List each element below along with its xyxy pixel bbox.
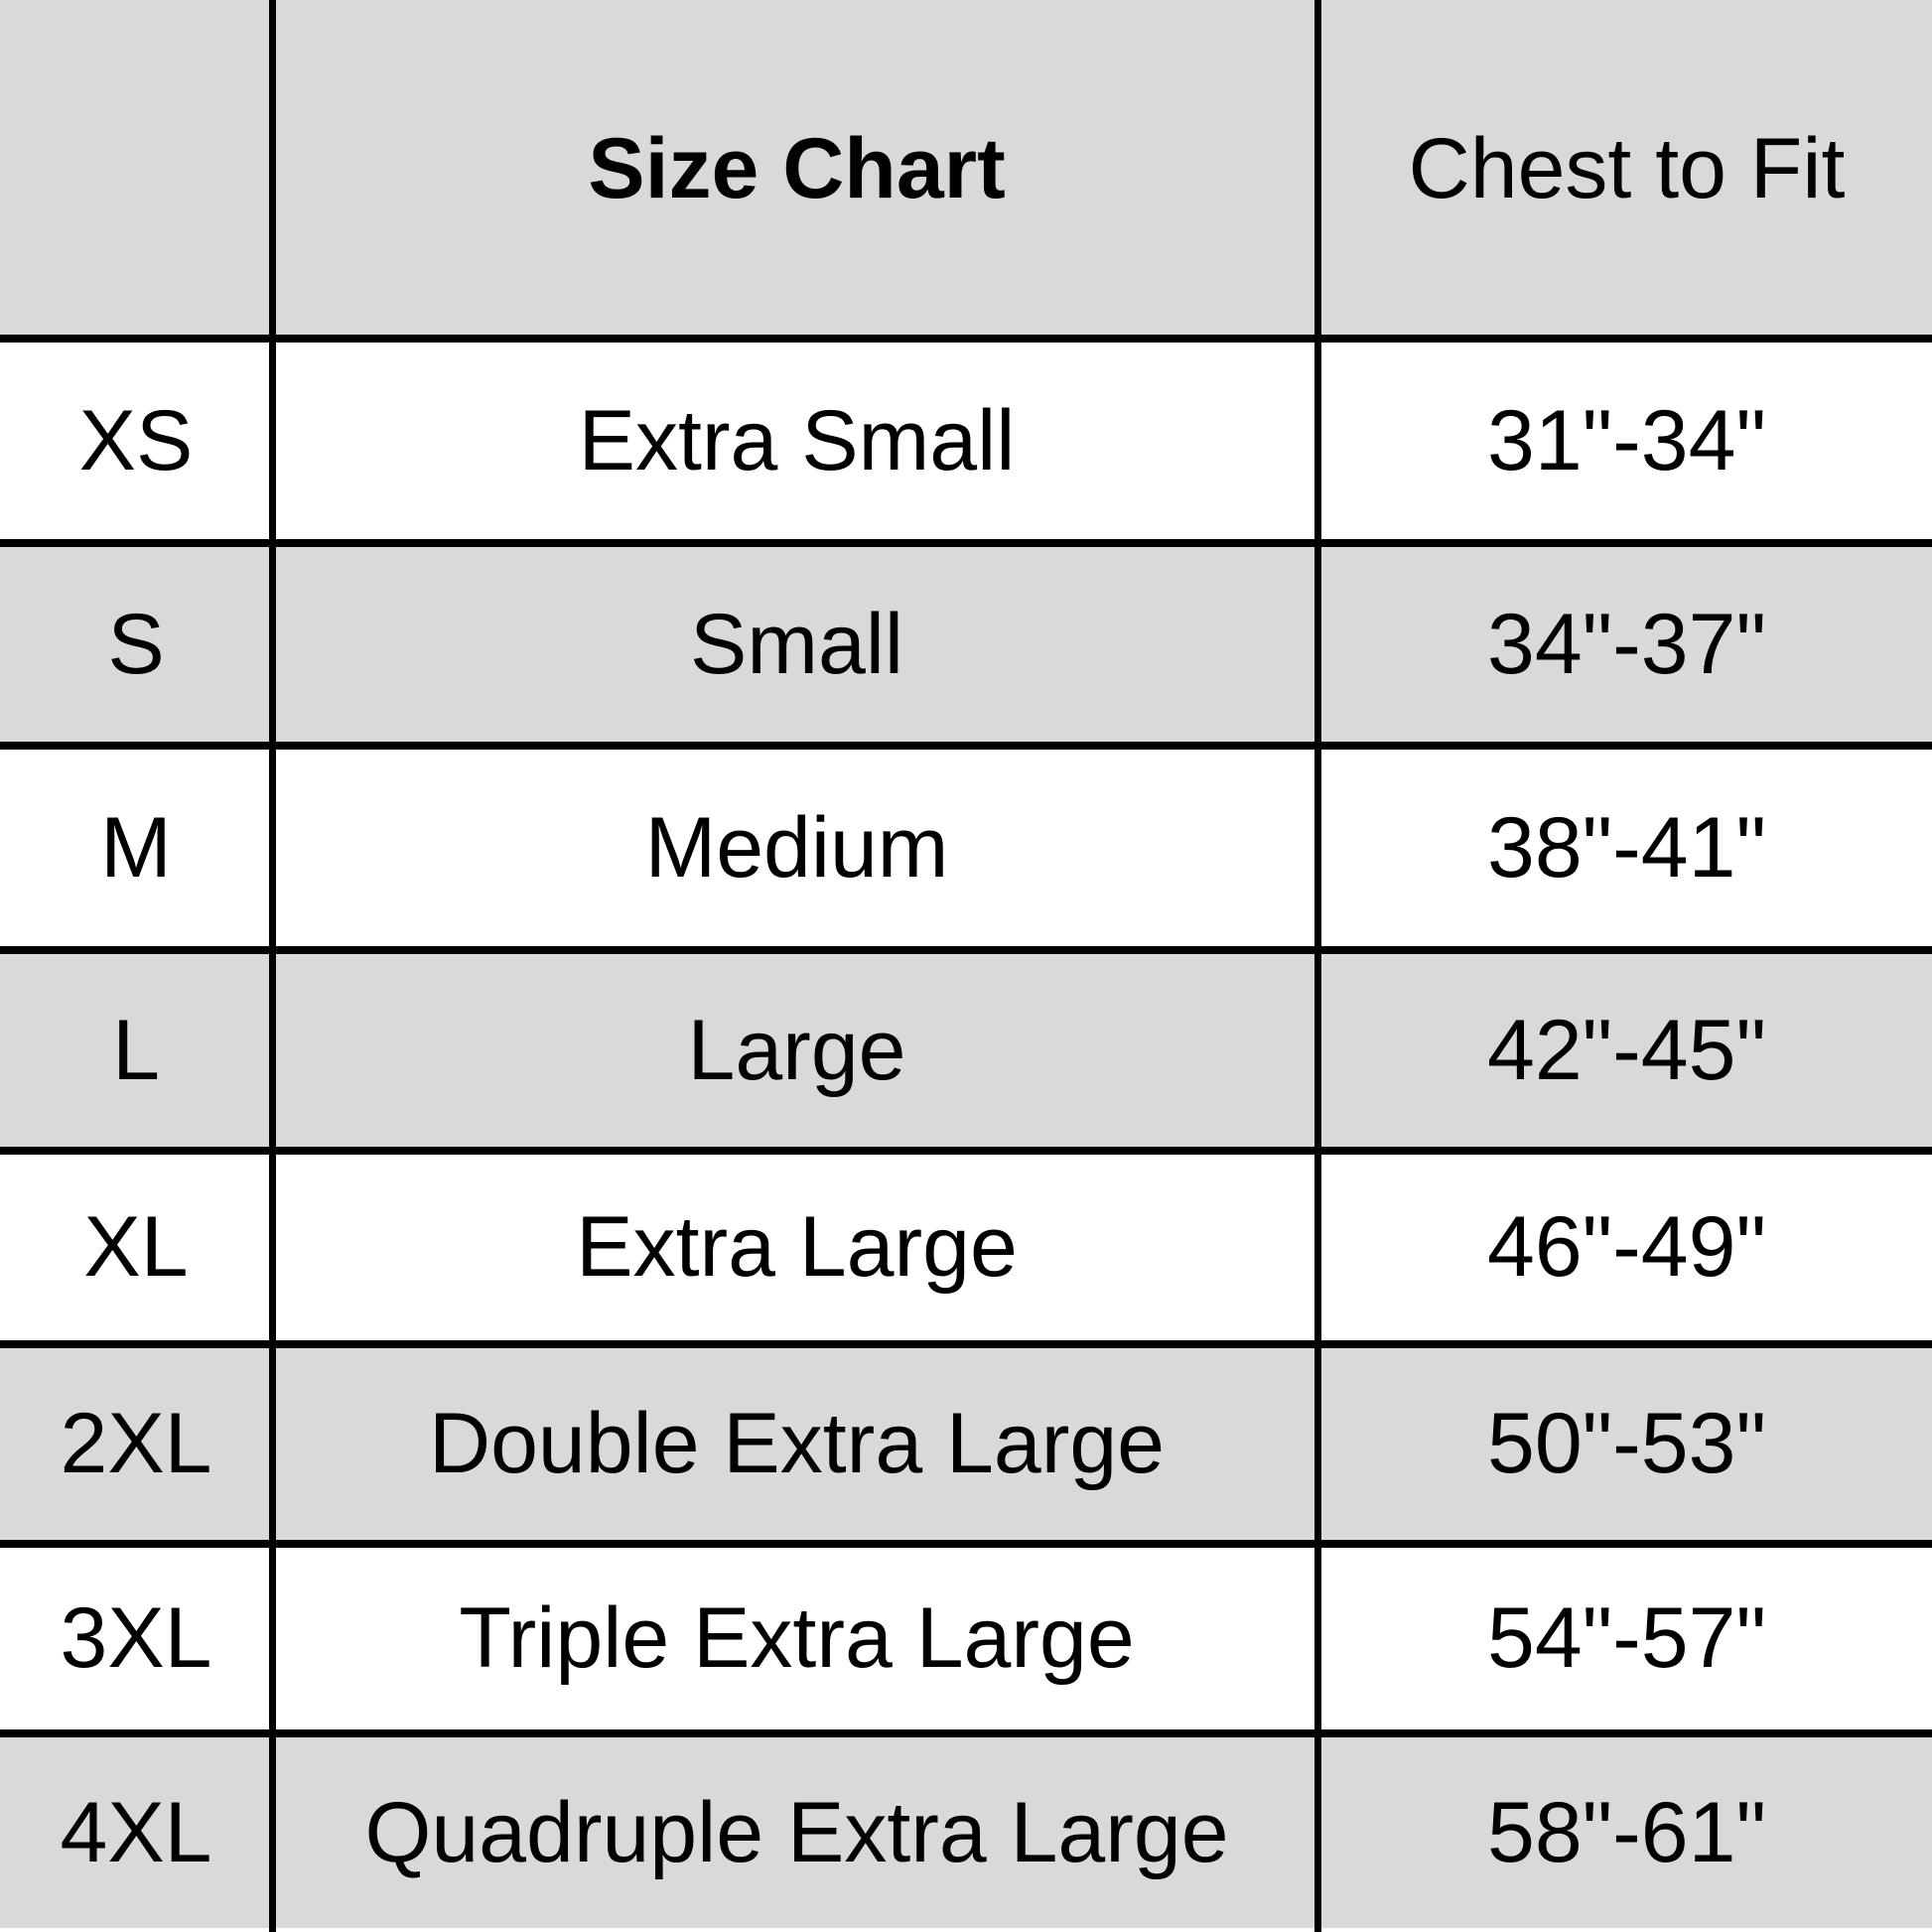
row-divider (0, 1340, 1932, 1348)
row-divider (0, 742, 1932, 750)
column-divider (1314, 0, 1321, 1932)
size-name-cell: Double Extra Large (429, 1396, 1165, 1491)
size-code-cell: L (112, 1002, 160, 1098)
chest-measure-cell: 50"-53" (1486, 1396, 1766, 1491)
row-divider (0, 1729, 1932, 1737)
row-divider (0, 1540, 1932, 1548)
size-name-cell: Medium (644, 799, 949, 896)
table-row: XS Extra Small 31"-34" (0, 343, 1932, 539)
size-name-cell: Extra Small (578, 392, 1016, 488)
header-chest-cell: Chest to Fit (1408, 121, 1846, 216)
chest-measure-cell: 31"-34" (1486, 392, 1766, 488)
size-code-cell: 2XL (60, 1396, 212, 1491)
table-row: 3XL Triple Extra Large 54"-57" (0, 1548, 1932, 1729)
size-name-cell: Extra Large (576, 1199, 1018, 1295)
size-code-cell: M (100, 799, 172, 896)
row-divider (0, 946, 1932, 954)
chest-measure-cell: 54"-57" (1486, 1590, 1766, 1686)
chest-measure-cell: 42"-45" (1486, 1002, 1766, 1098)
table-row: M Medium 38"-41" (0, 750, 1932, 946)
table-title: Size Chart (588, 121, 1006, 216)
size-code-cell: XL (83, 1199, 189, 1295)
table-row: 4XL Quadruple Extra Large 58"-61" (0, 1737, 1932, 1928)
chest-measure-cell: 34"-37" (1486, 596, 1766, 692)
header-row: Size Chart Chest to Fit (0, 0, 1932, 339)
size-code-cell: 4XL (60, 1784, 212, 1880)
size-name-cell: Small (689, 596, 904, 692)
row-divider (0, 335, 1932, 343)
size-name-cell: Large (687, 1002, 906, 1098)
table-row: XL Extra Large 46"-49" (0, 1155, 1932, 1340)
row-divider (0, 1147, 1932, 1155)
chest-measure-cell: 38"-41" (1486, 799, 1766, 896)
column-divider (269, 0, 276, 1932)
size-name-cell: Triple Extra Large (459, 1590, 1135, 1686)
size-code-cell: 3XL (60, 1590, 212, 1686)
row-divider (0, 539, 1932, 547)
size-code-cell: S (107, 596, 165, 692)
table-row: 2XL Double Extra Large 50"-53" (0, 1348, 1932, 1540)
table-row: L Large 42"-45" (0, 954, 1932, 1147)
header-size-cell (0, 0, 272, 339)
size-code-cell: XS (78, 392, 194, 488)
chest-measure-cell: 46"-49" (1486, 1199, 1766, 1295)
size-name-cell: Quadruple Extra Large (364, 1784, 1229, 1880)
chest-measure-cell: 58"-61" (1486, 1784, 1766, 1880)
table-row: S Small 34"-37" (0, 547, 1932, 742)
